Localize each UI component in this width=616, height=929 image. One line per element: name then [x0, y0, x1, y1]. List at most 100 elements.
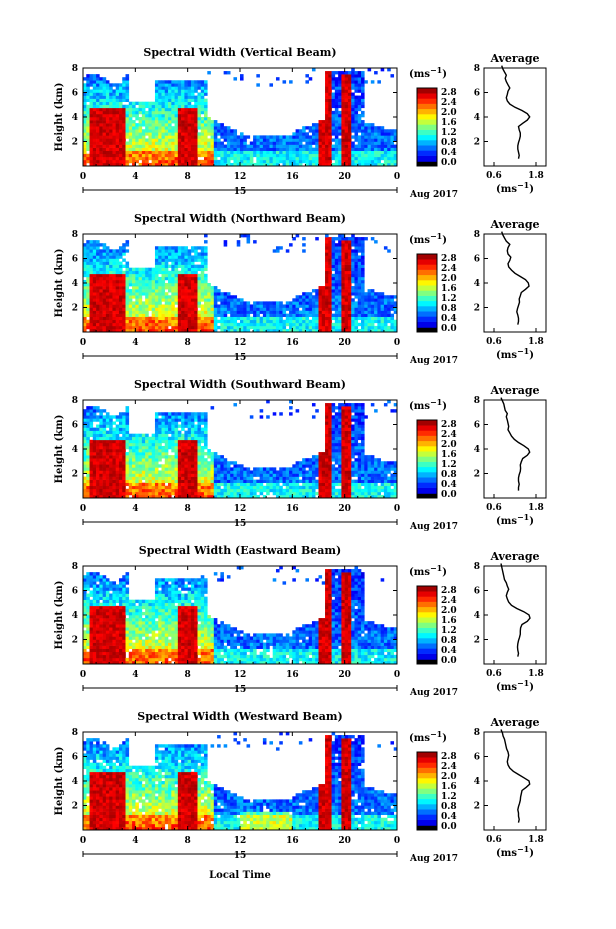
heatmap-cell [347, 77, 352, 81]
heatmap-cell [151, 141, 156, 145]
heatmap-cell [115, 488, 120, 493]
heatmap-cell [174, 283, 179, 287]
heatmap-cell [367, 310, 372, 314]
heatmap-cell [154, 458, 159, 462]
heatmap-cell [92, 415, 97, 419]
heatmap-cell [351, 261, 355, 265]
heatmap-cell [161, 307, 166, 311]
heatmap-cell [275, 322, 280, 327]
heatmap-cell [334, 286, 339, 290]
heatmap-cell [112, 449, 117, 453]
heatmap-cell [118, 452, 123, 456]
colorbar-unit-label: (ms−1) [409, 65, 447, 80]
heatmap-cell [83, 123, 87, 127]
heatmap-cell [177, 424, 182, 428]
heatmap-cell [334, 80, 339, 84]
heatmap-cell [177, 135, 182, 139]
heatmap-cell [213, 141, 218, 145]
heatmap-cell [354, 77, 359, 81]
heatmap-cell [393, 147, 398, 151]
heatmap-cell [367, 162, 372, 167]
heatmap-cell [96, 276, 100, 281]
heatmap-cell [315, 316, 319, 321]
heatmap-cell [109, 147, 113, 151]
heatmap-cell [128, 147, 133, 151]
heatmap-cell [171, 470, 175, 474]
heatmap-cell [249, 141, 254, 145]
heatmap-cell [158, 113, 162, 118]
heatmap-cell [141, 304, 146, 308]
heatmap-cell [151, 292, 156, 296]
heatmap-cell [190, 104, 195, 109]
heatmap-cell [318, 150, 323, 155]
heatmap-cell [200, 98, 205, 102]
heatmap-cell [338, 153, 342, 158]
heatmap-cell [289, 144, 293, 148]
heatmap-cell [377, 328, 381, 333]
heatmap-cell [102, 264, 107, 268]
heatmap-cell [118, 418, 123, 422]
heatmap-cell [118, 156, 123, 161]
heatmap-cell [86, 98, 90, 102]
heatmap-cell [125, 439, 130, 444]
heatmap-cell [253, 162, 257, 167]
heatmap-cell [161, 123, 166, 127]
heatmap-cell [194, 104, 198, 109]
heatmap-cell [132, 473, 136, 477]
heatmap-cell [141, 104, 146, 109]
heatmap-cell [210, 322, 215, 327]
heatmap-cell [161, 98, 166, 102]
heatmap-cell [99, 418, 103, 422]
heatmap-cell [177, 279, 182, 284]
heatmap-cell [305, 310, 309, 314]
heatmap-cell [135, 461, 139, 465]
heatmap-cell [168, 470, 172, 474]
heatmap-cell [194, 162, 198, 167]
heatmap-cell [315, 237, 319, 241]
heatmap-cell [328, 71, 332, 75]
heatmap-cell [164, 476, 169, 480]
heatmap-cell [109, 162, 113, 167]
heatmap-cell [210, 298, 215, 302]
heatmap-cell [187, 273, 192, 278]
heatmap-cell [184, 89, 188, 93]
heatmap-cell [194, 150, 198, 155]
heatmap-cell [128, 156, 133, 161]
heatmap-cell [125, 123, 130, 127]
heatmap-cell [122, 252, 126, 256]
heatmap-cell [92, 261, 97, 265]
heatmap-cell [328, 237, 332, 241]
heatmap-cell [331, 132, 336, 136]
heatmap-cell [154, 129, 159, 133]
heatmap-cell [184, 101, 188, 106]
heatmap-cell [351, 95, 355, 99]
heatmap-cell [96, 461, 100, 465]
heatmap-cell [370, 138, 375, 142]
heatmap-cell [86, 89, 90, 93]
heatmap-cell [132, 301, 136, 305]
heatmap-cell [109, 491, 113, 496]
heatmap-cell [92, 449, 97, 453]
heatmap-cell [197, 301, 202, 305]
heatmap-cell [361, 322, 365, 327]
heatmap-cell [190, 473, 195, 477]
heatmap-cell [259, 304, 264, 308]
heatmap-cell [194, 123, 198, 127]
heatmap-cell [158, 301, 162, 305]
heatmap-cell [102, 449, 107, 453]
heatmap-cell [86, 488, 90, 493]
heatmap-cell [164, 120, 169, 124]
heatmap-cell [269, 310, 274, 314]
heatmap-cell [181, 473, 185, 477]
heatmap-cell [105, 464, 110, 468]
heatmap-cell [230, 328, 234, 333]
heatmap-cell [213, 286, 218, 290]
heatmap-cell [354, 120, 359, 124]
heatmap-cell [171, 430, 175, 434]
heatmap-cell [344, 147, 349, 151]
heatmap-cell [194, 141, 198, 145]
heatmap-cell [171, 325, 175, 330]
heatmap-cell [154, 283, 159, 287]
heatmap-cell [181, 455, 185, 459]
heatmap-cell [148, 461, 152, 465]
